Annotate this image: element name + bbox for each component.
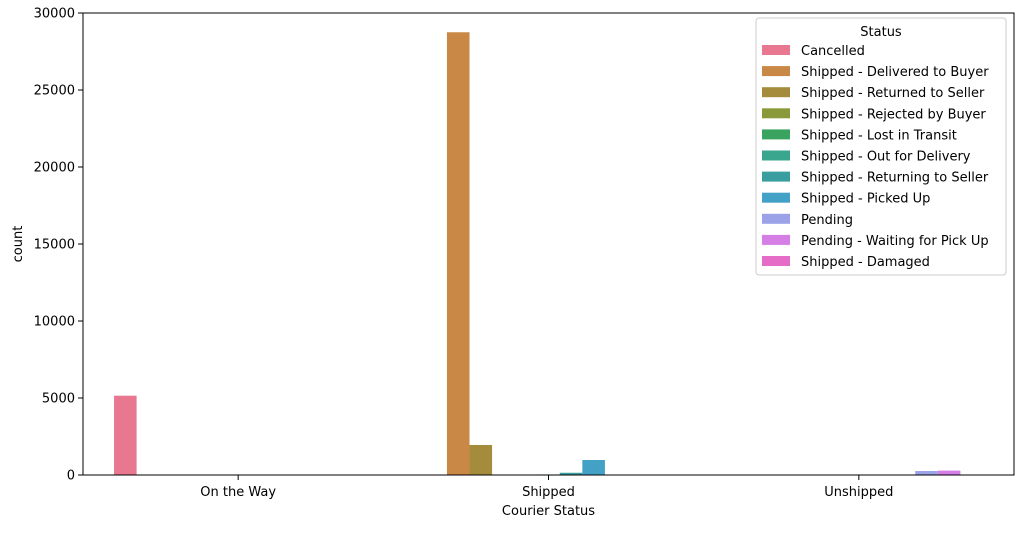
bar	[938, 471, 961, 475]
legend-label: Pending - Waiting for Pick Up	[801, 234, 989, 249]
legend-label: Pending	[801, 213, 853, 228]
legend-title: Status	[860, 25, 902, 40]
legend-label: Shipped - Rejected by Buyer	[801, 107, 986, 122]
legend-label: Shipped - Picked Up	[801, 192, 930, 207]
y-tick-label: 0	[67, 469, 75, 484]
y-axis: 0 5000 10000 15000 20000 25000 30000	[34, 7, 83, 484]
x-tick-label: Unshipped	[824, 485, 893, 500]
legend: Status Cancelled Shipped - Delivered to B…	[756, 18, 1006, 275]
y-tick-label: 25000	[34, 84, 75, 99]
x-axis: On the Way Shipped Unshipped	[200, 475, 893, 500]
legend-swatch	[762, 129, 790, 139]
legend-swatch	[762, 108, 790, 118]
legend-label: Cancelled	[801, 44, 865, 59]
x-axis-title: Courier Status	[502, 504, 595, 519]
bar	[582, 460, 605, 475]
y-axis-title: count	[11, 226, 26, 263]
y-tick-label: 5000	[42, 392, 75, 407]
bar	[114, 396, 137, 475]
legend-label: Shipped - Damaged	[801, 255, 930, 270]
legend-swatch	[762, 151, 790, 161]
y-tick-label: 30000	[34, 7, 75, 22]
legend-swatch	[762, 193, 790, 203]
legend-label: Shipped - Lost in Transit	[801, 128, 957, 143]
bar	[470, 445, 493, 475]
legend-label: Shipped - Out for Delivery	[801, 150, 971, 165]
legend-swatch	[762, 45, 790, 55]
y-tick-label: 20000	[34, 161, 75, 176]
legend-swatch	[762, 66, 790, 76]
y-tick-label: 15000	[34, 238, 75, 253]
legend-swatch	[762, 235, 790, 245]
bar	[447, 32, 470, 475]
legend-swatch	[762, 172, 790, 182]
legend-label: Shipped - Returning to Seller	[801, 171, 989, 186]
x-tick-label: Shipped	[522, 485, 575, 500]
legend-swatch	[762, 214, 790, 224]
bar	[915, 471, 938, 475]
y-tick-label: 10000	[34, 315, 75, 330]
x-tick-label: On the Way	[200, 485, 276, 500]
legend-swatch	[762, 87, 790, 97]
legend-swatch	[762, 256, 790, 266]
legend-label: Shipped - Delivered to Buyer	[801, 65, 989, 80]
legend-label: Shipped - Returned to Seller	[801, 86, 985, 101]
